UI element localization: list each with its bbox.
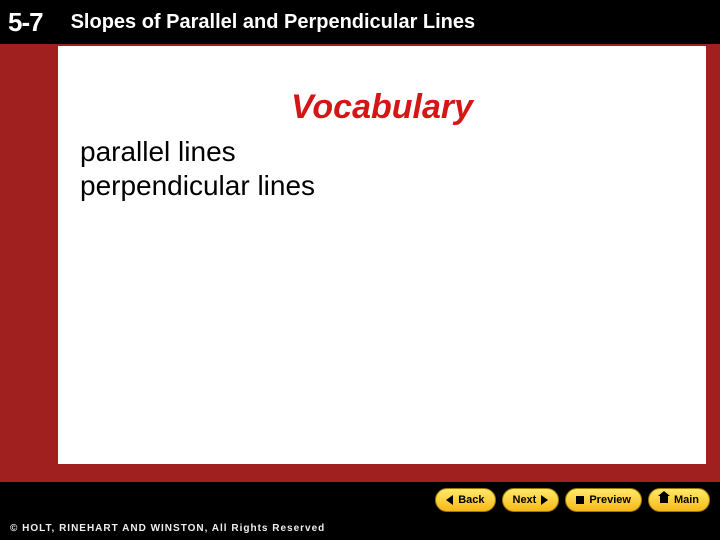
vocabulary-heading: Vocabulary	[58, 88, 706, 127]
slide-container: 5-7 Slopes of Parallel and Perpendicular…	[0, 0, 720, 540]
vocab-item: perpendicular lines	[80, 169, 706, 203]
main-button[interactable]: Main	[648, 488, 710, 512]
square-icon	[576, 496, 584, 504]
back-label: Back	[458, 494, 484, 506]
triangle-left-icon	[446, 495, 453, 505]
preview-label: Preview	[589, 494, 631, 506]
content-area: Vocabulary parallel lines perpendicular …	[58, 46, 706, 464]
slide-header: 5-7 Slopes of Parallel and Perpendicular…	[0, 0, 720, 44]
vocabulary-list: parallel lines perpendicular lines	[80, 135, 706, 202]
main-label: Main	[674, 494, 699, 506]
slide-title: Slopes of Parallel and Perpendicular Lin…	[71, 11, 476, 34]
lesson-number: 5-7	[8, 7, 43, 38]
home-icon	[659, 496, 669, 504]
next-button[interactable]: Next	[502, 488, 560, 512]
preview-button[interactable]: Preview	[565, 488, 642, 512]
back-button[interactable]: Back	[435, 488, 495, 512]
nav-bar: Back Next Preview Main	[435, 488, 710, 512]
triangle-right-icon	[541, 495, 548, 505]
copyright-text: © HOLT, RINEHART AND WINSTON, All Rights…	[10, 523, 325, 534]
vocab-item: parallel lines	[80, 135, 706, 169]
next-label: Next	[513, 494, 537, 506]
slide-footer: Back Next Preview Main © HOLT, RINEHART …	[0, 482, 720, 540]
